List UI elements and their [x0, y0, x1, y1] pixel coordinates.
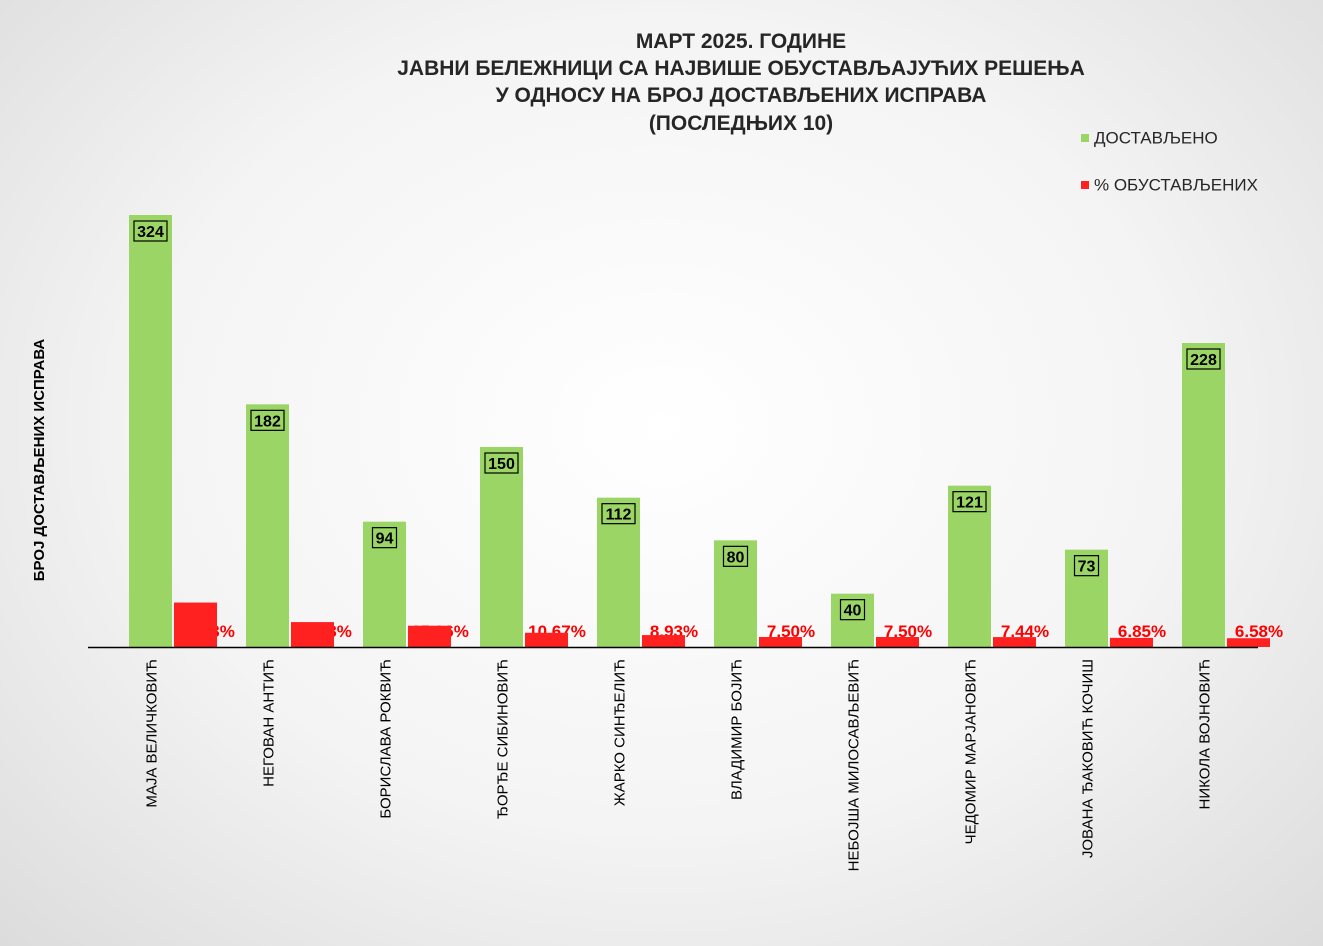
bar-value-label: 150 — [488, 456, 515, 473]
percent-bar — [759, 637, 802, 647]
chart-title-line: МАРТ 2025. ГОДИНЕ — [636, 30, 846, 53]
percent-bar — [993, 637, 1036, 647]
bar-value-box — [133, 220, 168, 242]
bar-value-label: 324 — [137, 224, 164, 241]
percent-bar — [408, 625, 451, 647]
bar-value-label: 73 — [1078, 559, 1096, 576]
percent-bar — [291, 622, 334, 647]
percent-label: 6.58% — [1235, 622, 1283, 641]
chart-title-line: ЈАВНИ БЕЛЕЖНИЦИ СА НАЈВИШЕ ОБУСТАВЉАЈУЋИ… — [397, 57, 1085, 80]
percent-bar — [876, 637, 919, 647]
category-label: ЧЕДОМИР МАРЈАНОВИЋ — [963, 659, 980, 844]
percent-bar — [1110, 637, 1153, 647]
category-label: ЈОВАНА ЂАКОВИЋ КОЧИШ — [1080, 659, 1097, 858]
chart-title-line: У ОДНОСУ НА БРОЈ ДОСТАВЉЕНИХ ИСПРАВА — [496, 84, 987, 107]
chart-title-line: (ПОСЛЕДЊИХ 10) — [649, 112, 833, 135]
percent-bar — [1227, 638, 1270, 647]
bar-value-label: 94 — [376, 531, 394, 548]
bar-value-label: 182 — [254, 413, 281, 430]
bar-value-label: 121 — [956, 495, 983, 512]
category-label: МАЈА ВЕЛИЧКОВИЋ — [144, 659, 161, 808]
category-label: НИКОЛА ВОЈНОВИЋ — [1197, 659, 1214, 809]
bar-value-box — [839, 599, 866, 621]
bar — [1182, 343, 1225, 647]
category-label: ЖАРКО СИНЂЕЛИЋ — [612, 659, 629, 806]
percent-bar — [642, 635, 685, 647]
bar-value-box — [601, 503, 636, 525]
legend-swatch — [1081, 134, 1089, 142]
bar-value-box — [722, 545, 749, 567]
category-label: НЕГОВАН АНТИЋ — [261, 659, 278, 787]
percent-bar — [174, 602, 217, 647]
category-label: НЕБОЈША МИЛОСАВЉЕВИЋ — [846, 659, 863, 871]
bar — [480, 447, 523, 647]
bar-value-label: 80 — [727, 549, 745, 566]
category-label: ВЛАДИМИР БОЈИЋ — [729, 659, 746, 800]
category-label: БОРИСЛАВА РОКВИЋ — [378, 659, 395, 819]
percent-bar — [525, 632, 568, 647]
percent-label: 7.50% — [884, 622, 932, 641]
legend-swatch — [1081, 181, 1089, 189]
legend-entry: ДОСТАВЉЕНО — [1094, 128, 1218, 147]
category-labels: МАЈА ВЕЛИЧКОВИЋ НЕГОВАН АНТИЋ БОРИСЛАВА РО… — [144, 659, 1214, 871]
bar — [129, 215, 172, 647]
bar — [246, 404, 289, 647]
bars: 32433.33%18218.68%9415.96%15010.67%1128.… — [129, 215, 1283, 647]
percent-label: 7.44% — [1001, 622, 1049, 641]
bar-value-box — [484, 452, 519, 474]
percent-label: 6.85% — [1118, 622, 1166, 641]
chart-title: МАРТ 2025. ГОДИНЕ ЈАВНИ БЕЛЕЖНИЦИ СА НАЈВ… — [397, 30, 1085, 135]
bar-value-label: 228 — [1190, 352, 1217, 369]
legend-entry: % ОБУСТАВЉЕНИХ — [1094, 175, 1258, 194]
bar-value-box — [1186, 348, 1221, 370]
bar-value-box — [1073, 555, 1100, 577]
category-label: ЂОРЂЕ СИБИНОВИЋ — [495, 659, 512, 819]
chart-legend: ДОСТАВЉЕНО % ОБУСТАВЉЕНИХ — [1081, 128, 1258, 194]
bar-value-box — [371, 527, 398, 549]
bar — [948, 485, 991, 647]
bar-value-box — [250, 409, 285, 431]
y-axis-label: БРОЈ ДОСТАВЉЕНИХ ИСПРАВА — [31, 339, 48, 582]
percent-label: 7.50% — [767, 622, 815, 641]
bar-value-label: 112 — [606, 507, 632, 524]
bar-value-label: 40 — [844, 603, 862, 620]
bar-value-box — [952, 491, 987, 513]
